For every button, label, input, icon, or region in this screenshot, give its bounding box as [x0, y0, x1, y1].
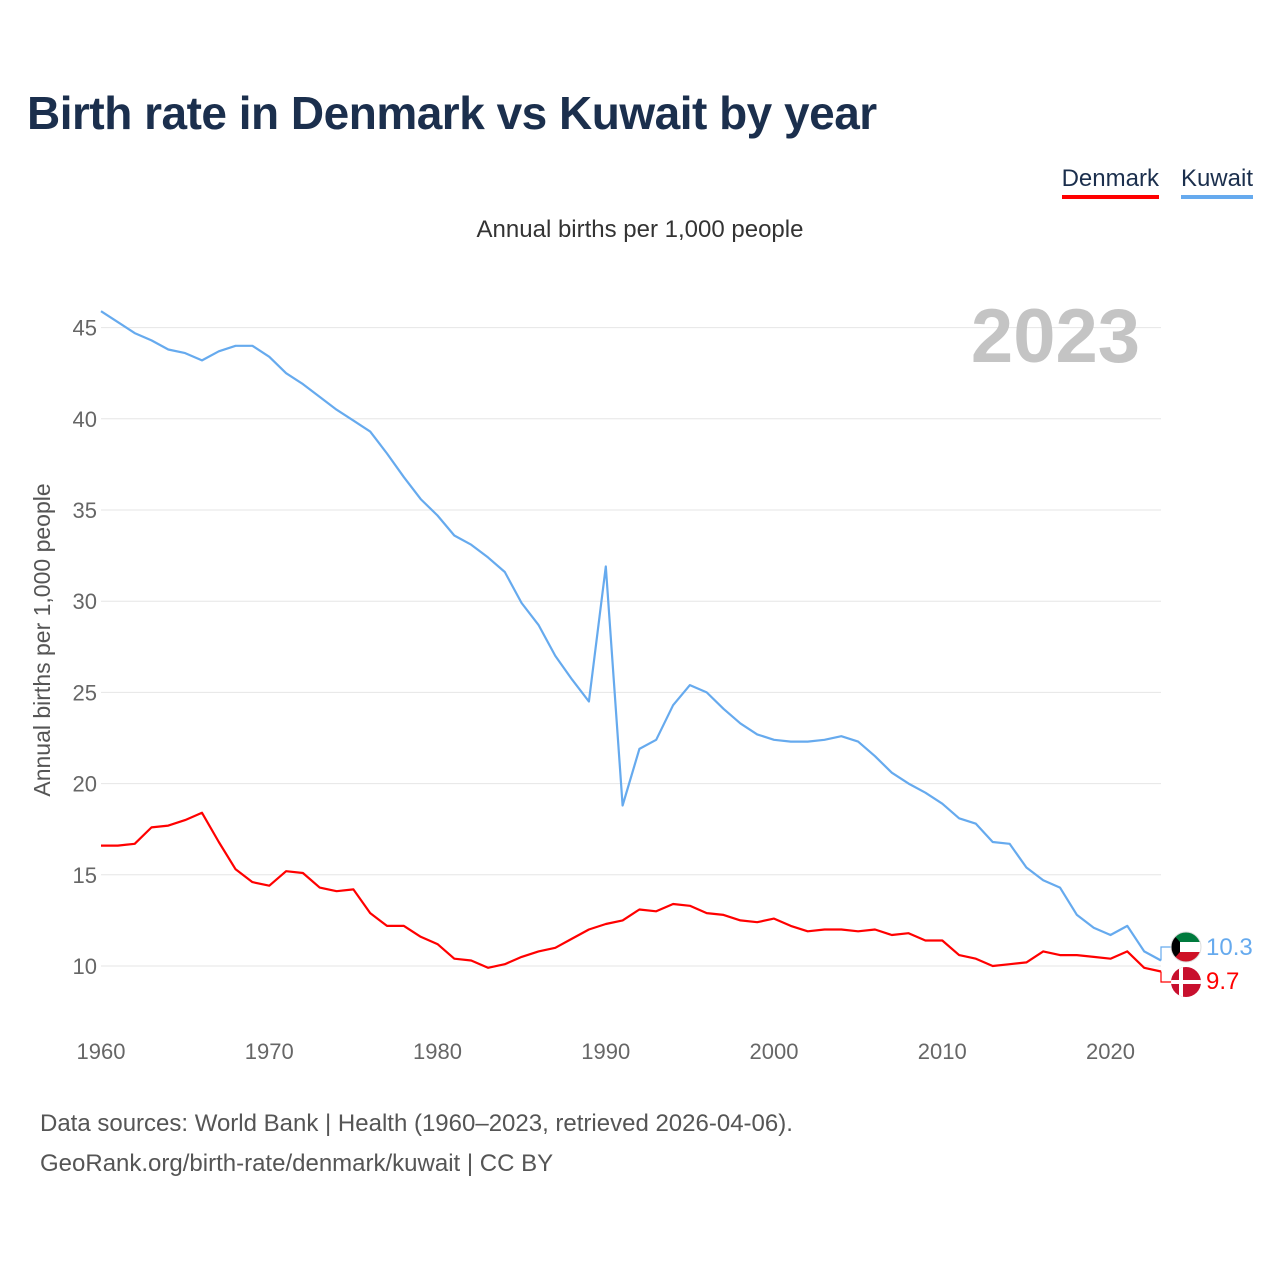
legend: Denmark Kuwait [1061, 165, 1253, 199]
y-tick-label: 40 [73, 407, 97, 432]
denmark-flag-icon [1171, 967, 1201, 997]
y-tick-label: 30 [73, 589, 97, 614]
grid-lines [101, 327, 1161, 967]
y-tick-label: 15 [73, 863, 97, 888]
chart-title: Birth rate in Denmark vs Kuwait by year [27, 87, 877, 139]
kuwait-connector [1160, 946, 1171, 961]
y-tick-label: 10 [73, 954, 97, 979]
x-tick-label: 1960 [77, 1039, 126, 1064]
y-tick-label: 25 [73, 680, 97, 705]
y-tick-label: 45 [73, 316, 97, 341]
end-markers: 10.3 9.7 [1160, 931, 1253, 997]
series-line-denmark[interactable] [101, 811, 1162, 973]
y-axis-label: Annual births per 1,000 people [29, 483, 55, 796]
x-tick-label: 1980 [413, 1039, 462, 1064]
x-tick-label: 1970 [245, 1039, 294, 1064]
legend-item-denmark[interactable]: Denmark [1061, 165, 1159, 199]
y-tick-label: 35 [73, 498, 97, 523]
x-axis-ticks: 1960 1970 1980 1990 2000 2010 2020 [77, 1039, 1135, 1064]
kuwait-flag-icon [1170, 931, 1202, 963]
x-tick-label: 2020 [1086, 1039, 1135, 1064]
y-tick-label: 20 [73, 772, 97, 797]
kuwait-end-label: 10.3 [1206, 934, 1253, 961]
x-tick-label: 2000 [750, 1039, 799, 1064]
y-axis-ticks: 10 15 20 25 30 35 40 45 [73, 316, 97, 979]
x-tick-label: 1990 [581, 1039, 630, 1064]
x-tick-label: 2010 [918, 1039, 967, 1064]
source-note: Data sources: World Bank | Health (1960–… [40, 1104, 793, 1184]
year-watermark: 2023 [971, 294, 1140, 379]
denmark-end-label: 9.7 [1206, 968, 1239, 995]
source-line-1: Data sources: World Bank | Health (1960–… [40, 1110, 793, 1137]
series-line-kuwait[interactable] [100, 310, 1162, 962]
source-line-2[interactable]: GeoRank.org/birth-rate/denmark/kuwait | … [40, 1150, 554, 1177]
series-lines [100, 310, 1162, 973]
denmark-connector [1160, 971, 1171, 983]
legend-item-kuwait[interactable]: Kuwait [1180, 165, 1253, 199]
chart-subtitle: Annual births per 1,000 people [476, 216, 804, 243]
